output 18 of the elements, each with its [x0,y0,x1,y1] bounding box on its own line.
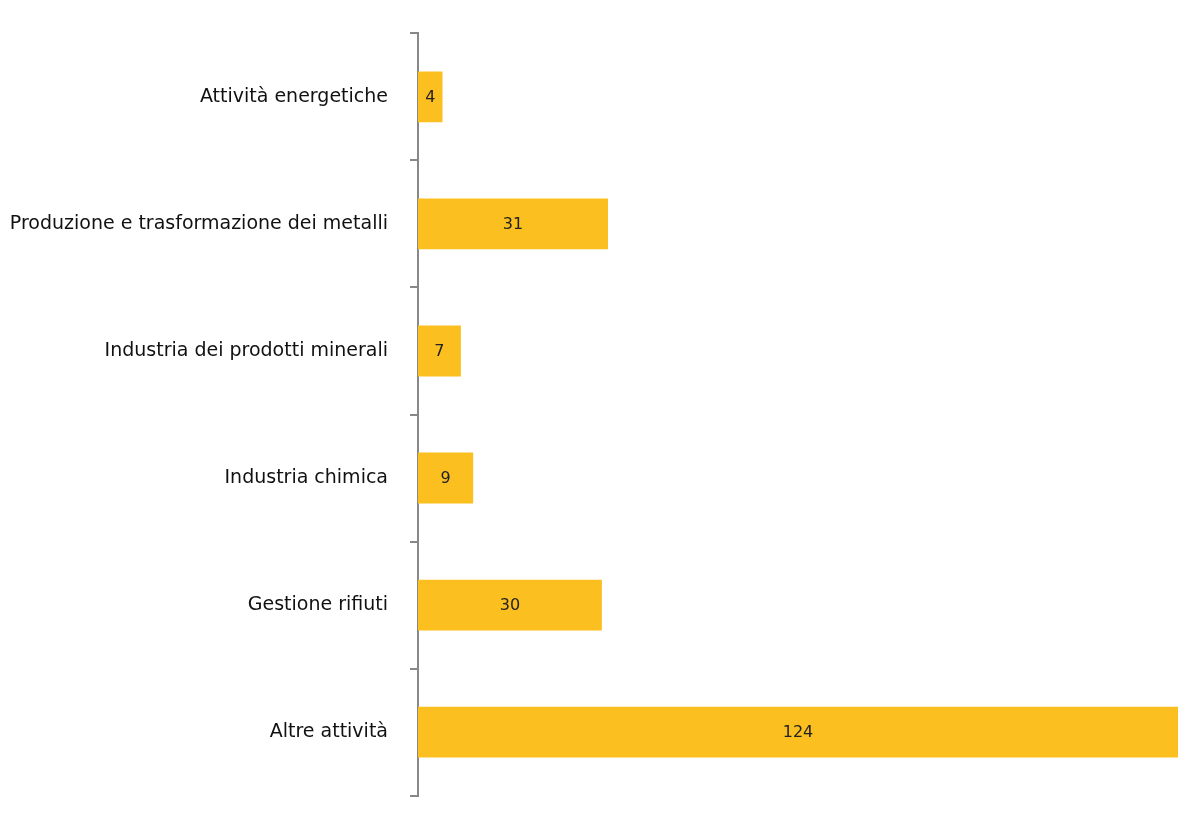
data-label: 9 [440,468,451,488]
y-tick-label: Attività energetiche [199,83,388,106]
data-label: 30 [499,595,521,615]
y-tick-label: Industria dei prodotti minerali [104,337,388,360]
data-label: 7 [434,341,445,361]
bar [418,579,602,631]
y-tick-label: Produzione e trasformazione dei metalli [9,210,388,233]
bar [418,452,474,504]
data-label: 31 [502,214,524,234]
y-tick-label: Industria chimica [224,464,388,487]
bar [418,198,608,250]
bar [418,706,1178,758]
y-tick-label: Altre attività [269,719,388,742]
y-tick-label: Gestione rifiuti [247,591,388,614]
data-label: 4 [425,87,436,107]
bar [418,71,443,123]
bar [418,325,461,377]
data-label: 124 [782,722,814,742]
